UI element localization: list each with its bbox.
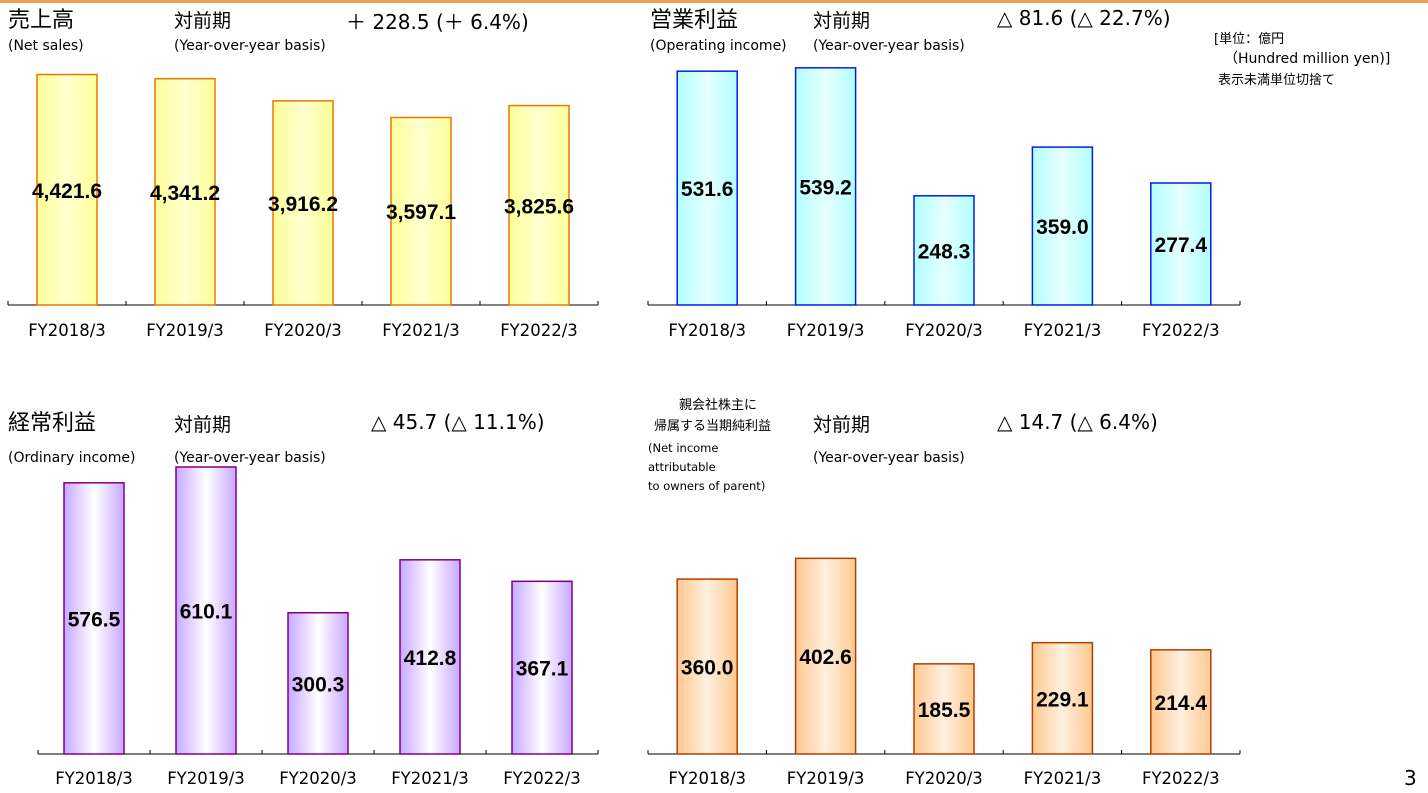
- chart-operating-income: 531.6 FY2018/3 539.2 FY2019/3 248.3 FY2020/3 3…: [647, 67, 1241, 340]
- data-label: 539.2: [799, 176, 852, 199]
- panel-title-net-sales: 売上高: [8, 8, 75, 33]
- category-label: FY2021/3: [382, 321, 460, 340]
- bar-fy2020-3: [913, 663, 975, 755]
- bar-fy2022-3: [1150, 649, 1212, 755]
- bar-fy2020-3: [272, 100, 334, 306]
- category-label: FY2021/3: [1024, 769, 1102, 788]
- yoy-en-label: (Year-over-year basis): [174, 38, 326, 54]
- data-label: 531.6: [681, 178, 734, 201]
- page-number: 3: [1404, 766, 1417, 790]
- yoy-change-value: △ 14.7 (△ 6.4%): [997, 410, 1158, 434]
- yoy-change-value: △ 81.6 (△ 22.7%): [997, 6, 1171, 30]
- chart-ordinary-income: 576.5 FY2018/3 610.1 FY2019/3 300.3 FY2020/3 4…: [37, 466, 599, 788]
- category-label: FY2021/3: [1024, 321, 1102, 340]
- data-label: 412.8: [404, 647, 457, 670]
- category-label: FY2019/3: [787, 321, 865, 340]
- data-label: 214.4: [1155, 692, 1208, 715]
- bar-fy2019-3: [175, 466, 237, 755]
- data-label: 277.4: [1155, 234, 1208, 257]
- category-label: FY2018/3: [668, 769, 746, 788]
- bar-fy2018-3: [676, 70, 738, 306]
- yoy-en-label: (Year-over-year basis): [813, 38, 965, 54]
- category-label: FY2019/3: [146, 321, 224, 340]
- category-label: FY2022/3: [500, 321, 578, 340]
- category-label: FY2022/3: [503, 769, 581, 788]
- bar-fy2020-3: [913, 195, 975, 306]
- bar-fy2019-3: [794, 557, 857, 755]
- data-label: 185.5: [918, 699, 971, 722]
- bar-fy2018-3: [36, 73, 98, 306]
- data-label: 610.1: [180, 601, 233, 624]
- bar-fy2021-3: [390, 116, 452, 306]
- unit-note-line-1: [単位：億円: [1214, 32, 1285, 47]
- panel-title-en-line-1: (Net income: [648, 441, 719, 455]
- category-label: FY2019/3: [787, 769, 865, 788]
- data-label: 3,916.2: [268, 193, 338, 216]
- panel-title-operating-income: 営業利益: [650, 8, 739, 33]
- unit-note-line-3: 表示未満単位切捨て: [1218, 73, 1336, 88]
- bar-fy2018-3: [63, 482, 125, 755]
- category-label: FY2020/3: [905, 321, 983, 340]
- bar-fy2022-3: [511, 580, 573, 755]
- yoy-label: 対前期: [174, 414, 232, 436]
- data-label: 359.0: [1036, 216, 1089, 239]
- yoy-en-label: (Year-over-year basis): [174, 450, 326, 466]
- data-label: 576.5: [68, 608, 121, 631]
- data-label: 248.3: [918, 240, 971, 263]
- yoy-change-value: ＋ 228.5 (＋ 6.4%): [346, 10, 529, 34]
- bar-fy2019-3: [154, 77, 216, 306]
- bar-fy2021-3: [399, 559, 461, 755]
- data-label: 360.0: [681, 657, 734, 680]
- data-label: 402.6: [799, 646, 852, 669]
- category-label: FY2022/3: [1142, 769, 1220, 788]
- category-label: FY2022/3: [1142, 321, 1220, 340]
- category-label: FY2018/3: [668, 321, 746, 340]
- data-label: 4,341.2: [150, 182, 220, 205]
- data-label: 229.1: [1036, 688, 1089, 711]
- panel-title-en: (Net sales): [8, 38, 84, 54]
- bar-fy2020-3: [287, 611, 349, 755]
- bar-fy2018-3: [676, 578, 738, 755]
- top-accent-line: [0, 0, 1428, 3]
- bar-fy2021-3: [1031, 641, 1094, 755]
- data-label: 3,597.1: [386, 201, 456, 224]
- chart-net-sales: 4,421.6 FY2018/3 4,341.2 FY2019/3 3,916.2 FY2…: [7, 73, 599, 340]
- panel-title-ordinary-income: 経常利益: [8, 411, 97, 436]
- category-label: FY2021/3: [391, 769, 469, 788]
- panel-title-line-1: 親会社株主に: [679, 398, 758, 413]
- yoy-label: 対前期: [174, 10, 232, 32]
- bar-fy2022-3: [508, 104, 570, 306]
- data-label: 367.1: [516, 658, 569, 681]
- category-label: FY2019/3: [167, 769, 245, 788]
- panel-title-en: (Ordinary income): [8, 450, 136, 466]
- panel-title-en: (Operating income): [650, 38, 787, 54]
- bar-fy2019-3: [794, 67, 857, 306]
- category-label: FY2020/3: [279, 769, 357, 788]
- panel-title-line-2: 帰属する当期純利益: [654, 419, 772, 434]
- category-label: FY2018/3: [55, 769, 133, 788]
- bar-fy2022-3: [1150, 182, 1212, 306]
- data-label: 4,421.6: [32, 180, 102, 203]
- category-label: FY2018/3: [28, 321, 106, 340]
- category-label: FY2020/3: [905, 769, 983, 788]
- unit-note-line-2: （Hundred million yen)]: [1224, 51, 1391, 67]
- yoy-en-label: (Year-over-year basis): [813, 450, 965, 466]
- yoy-label: 対前期: [813, 10, 871, 32]
- category-label: FY2020/3: [264, 321, 342, 340]
- panel-title-en-line-2: attributable: [648, 460, 716, 474]
- bar-fy2021-3: [1031, 146, 1094, 306]
- yoy-label: 対前期: [813, 414, 871, 436]
- data-label: 3,825.6: [504, 195, 574, 218]
- yoy-change-value: △ 45.7 (△ 11.1%): [371, 410, 545, 434]
- data-label: 300.3: [292, 673, 345, 696]
- chart-net-income: 360.0 FY2018/3 402.6 FY2019/3 185.5 FY2020/3 2…: [647, 557, 1241, 788]
- panel-title-en-line-3: to owners of parent): [648, 479, 766, 493]
